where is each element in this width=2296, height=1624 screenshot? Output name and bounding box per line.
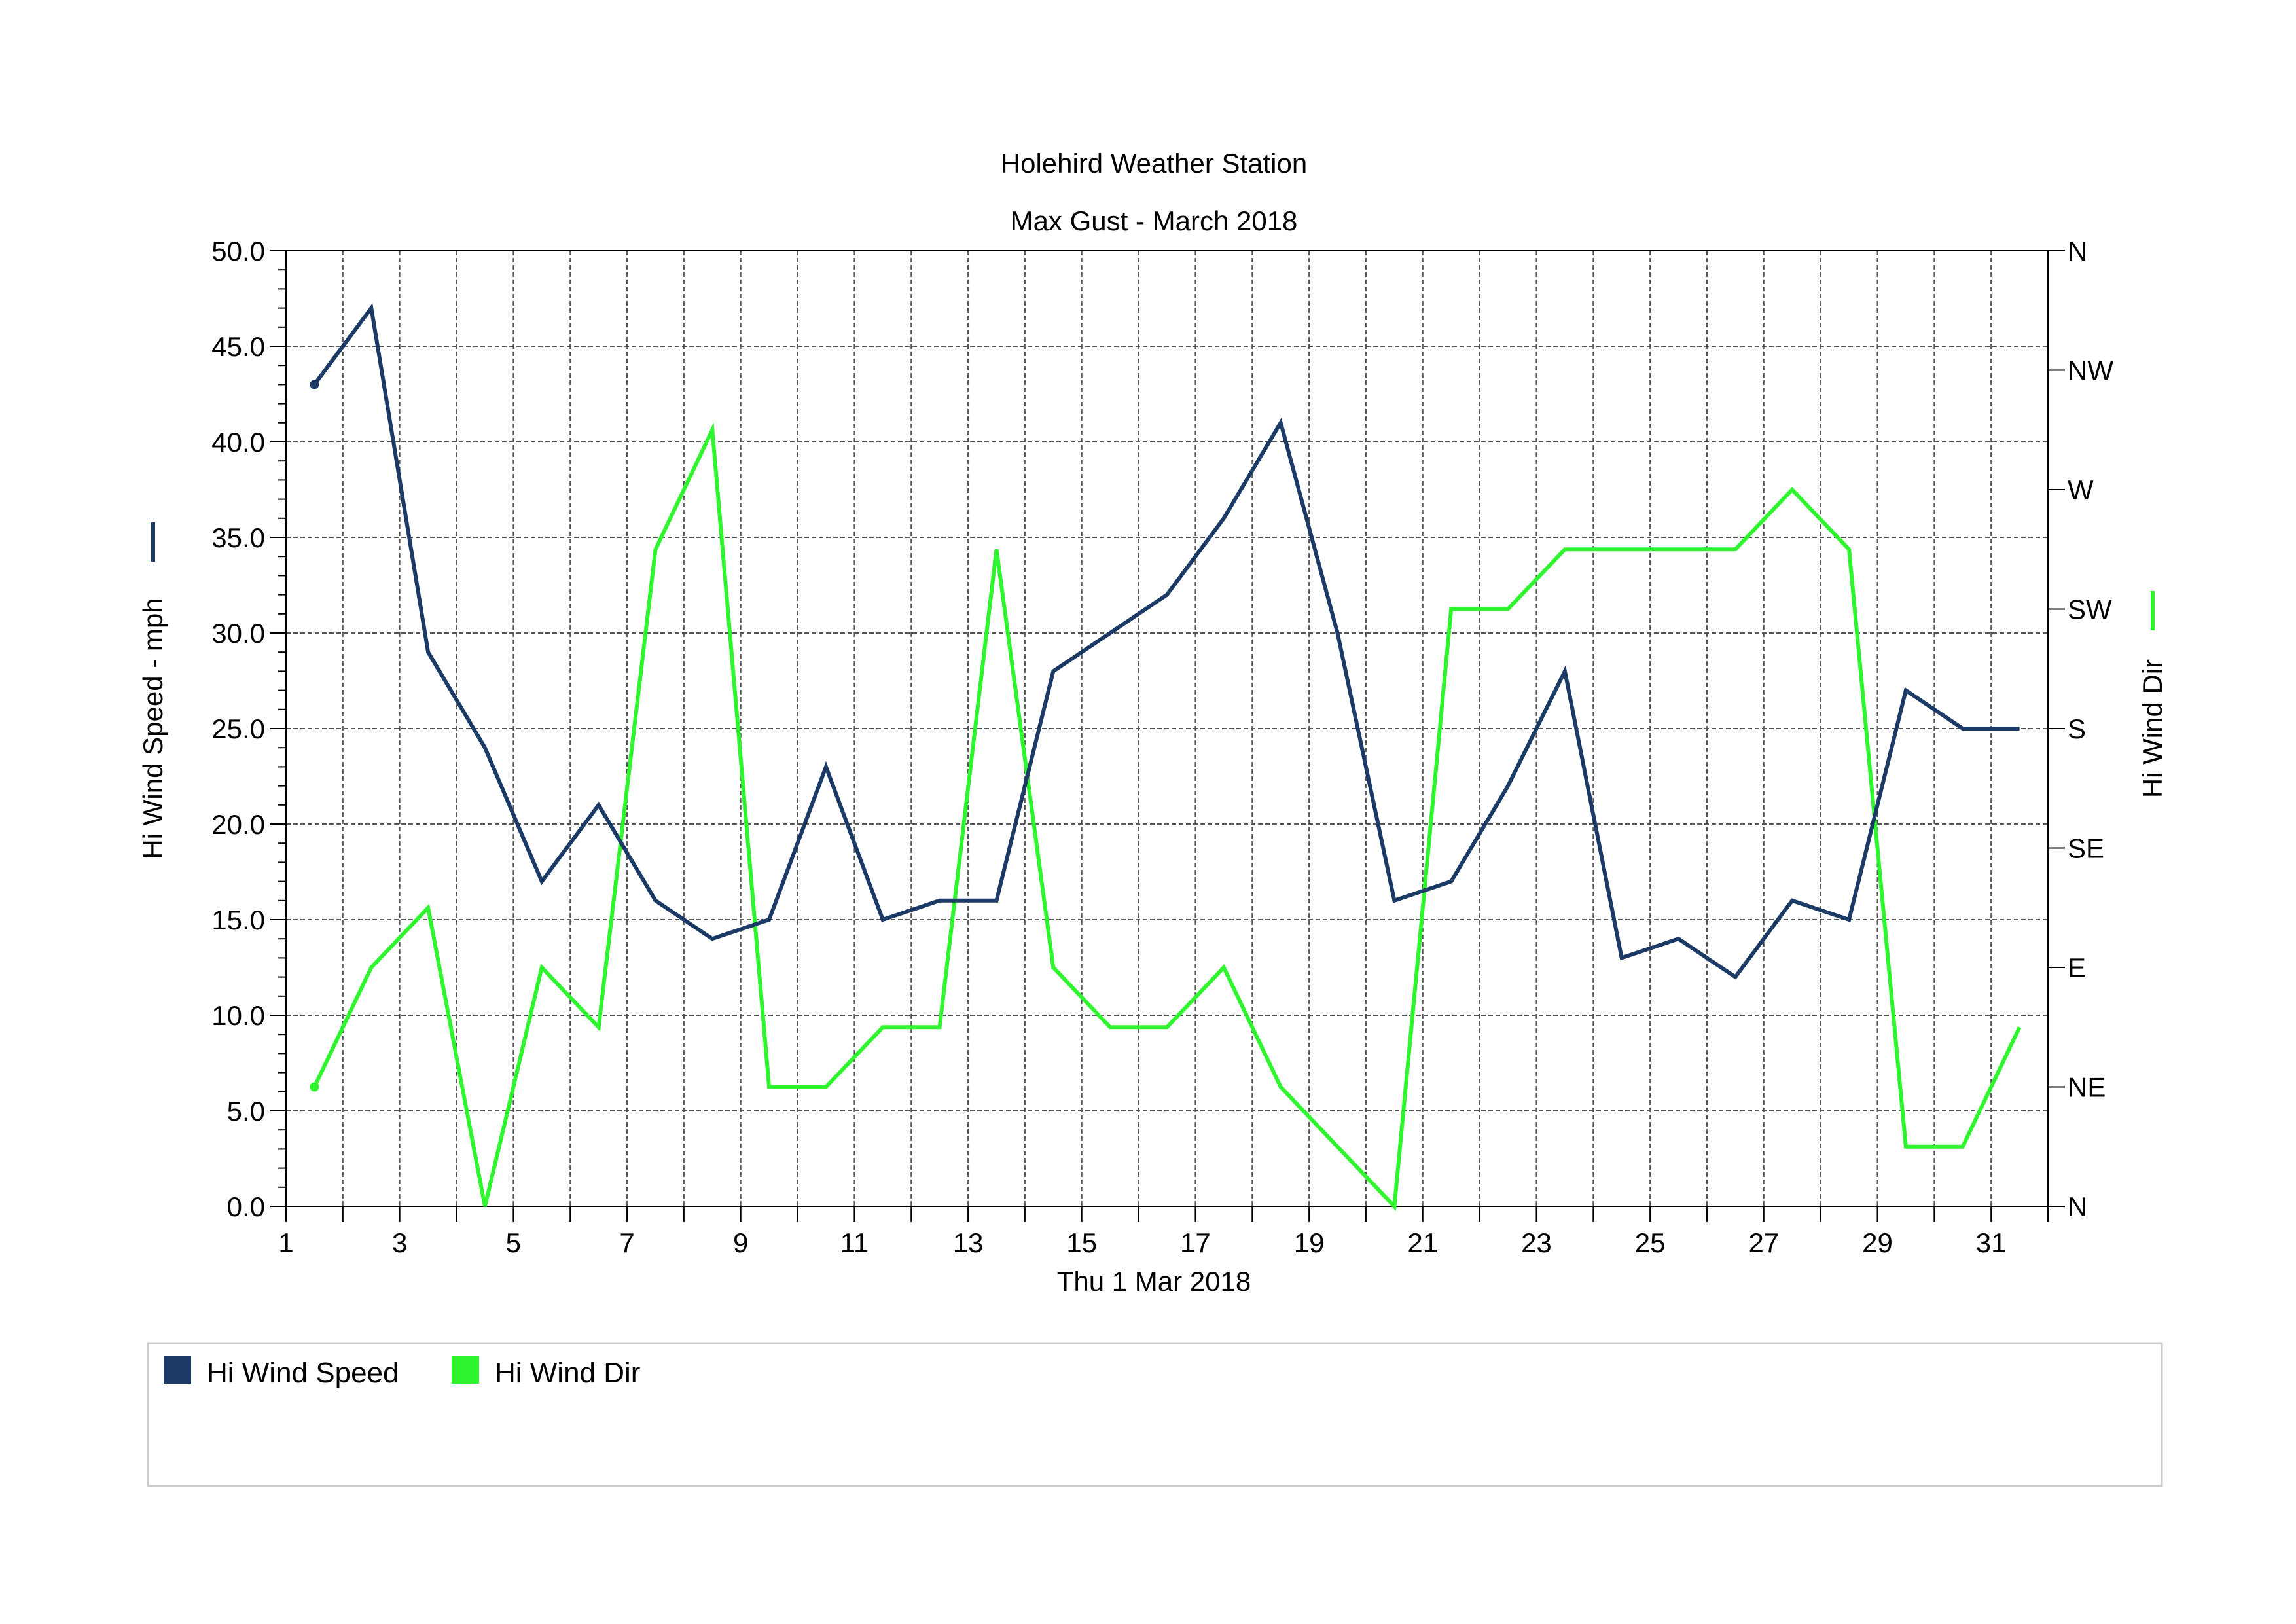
y-left-tick-label: 15.0 (211, 905, 265, 935)
x-tick-label: 31 (1976, 1227, 2007, 1258)
y-left-tick-label: 35.0 (211, 522, 265, 553)
legend-label-speed: Hi Wind Speed (207, 1357, 399, 1389)
y-left-label: Hi Wind Speed - mph (137, 598, 168, 859)
series-start-point-speed (310, 380, 319, 389)
x-tick-label: 19 (1294, 1227, 1325, 1258)
series-line-speed (312, 303, 2020, 980)
legend-swatch-direction (452, 1356, 479, 1384)
series-start-point-direction (310, 1082, 319, 1092)
x-tick-label: 27 (1748, 1227, 1779, 1258)
x-axis-label: Thu 1 Mar 2018 (1057, 1266, 1251, 1297)
legend: Hi Wind Speed Hi Wind Dir (147, 1342, 2163, 1487)
right-y-axis: N NE E SE S SW W NW N (2048, 236, 2113, 1222)
series-line-direction (312, 422, 2022, 1211)
y-left-tick-label: 10.0 (211, 1000, 265, 1031)
x-tick-label: 11 (840, 1227, 869, 1258)
chart-subtitle: Max Gust - March 2018 (1011, 206, 1298, 236)
y-right-tick-label: W (2068, 475, 2094, 505)
y-right-tick-label: NE (2068, 1072, 2106, 1103)
x-tick-label: 21 (1407, 1227, 1438, 1258)
chart-title: Holehird Weather Station (1001, 148, 1307, 179)
grid (286, 251, 2048, 1206)
left-y-axis: 0.0 5.0 10.0 15.0 20.0 25.0 30.0 35.0 40.0 45.0 50… (211, 236, 286, 1222)
y-left-tick-label: 45.0 (211, 331, 265, 362)
y-right-label: Hi Wind Dir (2137, 659, 2168, 798)
x-tick-label: 7 (619, 1227, 634, 1258)
x-tick-label: 3 (392, 1227, 407, 1258)
x-tick-label: 25 (1635, 1227, 1666, 1258)
y-left-tick-label: 40.0 (211, 427, 265, 458)
left-axis-title: Hi Wind Speed - mph (137, 522, 168, 859)
legend-swatch-speed (164, 1356, 191, 1384)
y-right-tick-label: NW (2068, 355, 2113, 386)
x-tick-label: 15 (1066, 1227, 1097, 1258)
x-tick-label: 5 (506, 1227, 521, 1258)
x-tick-label: 29 (1862, 1227, 1893, 1258)
y-right-tick-label: SE (2068, 833, 2104, 864)
x-tick-label: 23 (1521, 1227, 1552, 1258)
y-right-tick-label: N (2068, 236, 2087, 266)
x-axis: 1 3 5 7 9 11 13 15 17 19 21 23 25 27 29 31 (278, 1206, 2049, 1258)
y-left-tick-label: 25.0 (211, 713, 265, 744)
x-tick-label: 1 (278, 1227, 293, 1258)
y-left-tick-label: 50.0 (211, 236, 265, 266)
series-layer (310, 303, 2022, 1211)
y-right-tick-label: S (2068, 713, 2086, 744)
y-right-tick-label: E (2068, 952, 2086, 983)
x-tick-label: 17 (1180, 1227, 1211, 1258)
y-left-tick-label: 30.0 (211, 618, 265, 649)
y-left-tick-label: 0.0 (227, 1191, 265, 1222)
x-tick-label: 9 (733, 1227, 748, 1258)
legend-box (147, 1342, 2163, 1487)
y-right-tick-label: SW (2068, 594, 2112, 625)
right-axis-title: Hi Wind Dir (2137, 591, 2168, 798)
y-left-tick-label: 5.0 (227, 1096, 265, 1127)
legend-label-direction: Hi Wind Dir (495, 1357, 640, 1389)
y-right-tick-label: N (2068, 1191, 2087, 1222)
y-left-tick-label: 20.0 (211, 809, 265, 840)
x-tick-label: 13 (953, 1227, 984, 1258)
